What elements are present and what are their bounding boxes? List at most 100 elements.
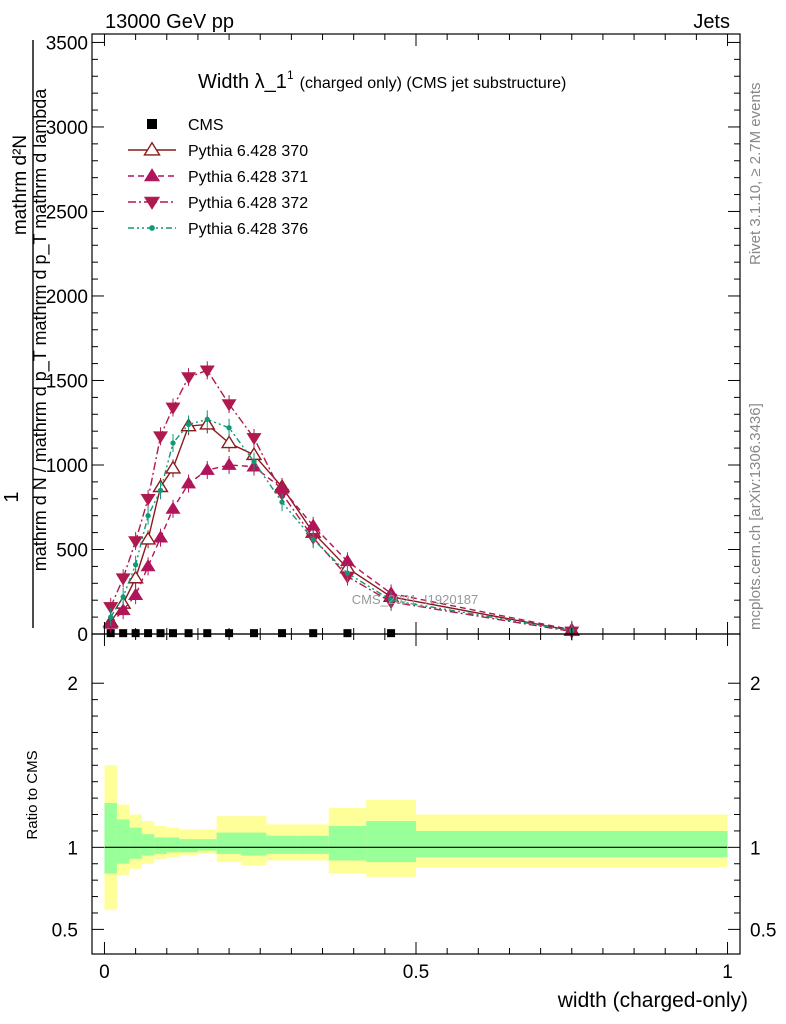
data-point: [204, 416, 210, 422]
legend-entry-4: Pythia 6.428 376: [128, 221, 308, 238]
series-4: [108, 410, 575, 640]
main-title-sup: 1: [287, 68, 294, 82]
series-line: [110, 369, 572, 633]
x-tick-label: 1: [722, 962, 733, 983]
series-1: [102, 415, 580, 640]
rivet-label: Rivet 3.1.10, ≥ 2.7M events: [747, 83, 764, 266]
main-title-rest: (charged only) (CMS jet substructure): [300, 75, 567, 92]
data-point: [309, 629, 318, 638]
data-point: [153, 530, 169, 543]
main-ylabel-numerator: mathrm d²N: [10, 135, 31, 235]
data-point: [169, 629, 177, 638]
main-ylabel: 1 mathrm d²N mathrm d N / mathrm d p_T m…: [1, 40, 51, 628]
data-point: [226, 425, 232, 431]
main-ylabel-prefix: 1: [1, 491, 23, 502]
data-point: [344, 570, 351, 576]
main-title-text: Width λ_1: [198, 71, 287, 93]
data-point: [181, 476, 197, 489]
data-point: [199, 365, 215, 378]
ratio-inner-band: [141, 834, 155, 856]
ratio-y-tick-label-right: 0.5: [750, 920, 776, 941]
main-y-tick-label: 3500: [46, 33, 88, 54]
legend-entry-0: CMS: [147, 117, 224, 134]
data-point: [132, 562, 139, 568]
legend-marker: [143, 196, 161, 210]
data-point: [119, 629, 128, 638]
data-point: [185, 421, 192, 428]
x-tick-label: 0: [99, 962, 110, 983]
ratio-inner-band: [197, 839, 217, 851]
data-point: [156, 629, 165, 638]
legend-entry-1: Pythia 6.428 370: [128, 141, 308, 160]
header-left: 13000 GeV pp: [105, 11, 234, 33]
data-point: [140, 559, 156, 572]
data-point: [139, 531, 157, 545]
x-tick-label: 0.5: [403, 962, 429, 983]
data-point: [251, 458, 257, 465]
data-point: [343, 629, 352, 638]
legend-marker: [149, 225, 155, 231]
ratio-inner-band: [366, 821, 416, 863]
ratio-inner-band: [104, 803, 117, 874]
data-point: [140, 493, 156, 507]
ratio-inner-band: [116, 819, 130, 864]
legend-label: Pythia 6.428 370: [188, 143, 308, 160]
data-point: [278, 629, 287, 638]
mcplots-label: mcplots.cern.ch [arXiv:1306.3436]: [747, 403, 764, 630]
data-point: [115, 603, 131, 616]
ratio-frame: [91, 633, 741, 955]
data-point: [250, 629, 258, 638]
x-axis-label: width (charged-only): [557, 989, 748, 1012]
data-point: [199, 462, 215, 475]
data-point: [164, 460, 182, 474]
ratio-ylabel: Ratio to CMS: [24, 750, 41, 839]
data-point: [221, 457, 237, 470]
legend-label: Pythia 6.428 376: [188, 221, 308, 238]
legend-entry-2: Pythia 6.428 371: [128, 168, 308, 186]
data-point: [108, 614, 114, 620]
data-point: [128, 587, 144, 600]
series-3: [103, 361, 580, 641]
series-0: [106, 629, 396, 638]
ratio-inner-band: [328, 826, 367, 861]
data-point: [165, 402, 181, 415]
ratio-y-tick-label: 1: [67, 838, 78, 859]
legend-entry-3: Pythia 6.428 372: [128, 195, 308, 212]
data-point: [203, 629, 212, 638]
series-2: [103, 455, 580, 639]
ratio-inner-band: [179, 839, 198, 853]
data-point: [153, 431, 169, 444]
main-y-tick-label: 0: [77, 625, 88, 646]
legend-label: Pythia 6.428 371: [188, 169, 308, 186]
ratio-inner-band: [416, 830, 728, 858]
data-point: [157, 487, 164, 493]
data-point: [387, 629, 396, 638]
main-title: Width λ_11 (charged only) (CMS jet substr…: [198, 68, 566, 93]
legend-marker: [147, 119, 157, 129]
ratio-inner-band: [297, 835, 329, 854]
data-point: [115, 573, 131, 586]
data-point: [220, 434, 238, 449]
main-watermark: CMS_2021_I1920187: [352, 592, 479, 607]
series-line: [110, 464, 572, 631]
data-point: [128, 536, 144, 549]
main-panel: 0 500 1000 1500 2000 2500 3000 3500 CMS_2021_I1…: [1, 33, 741, 646]
ratio-inner-band: [129, 827, 142, 859]
main-y-tick-label: 1000: [46, 456, 88, 477]
ratio-inner-band: [241, 832, 267, 856]
ratio-inner-band: [154, 837, 167, 854]
data-point: [103, 602, 119, 615]
legend-marker: [143, 168, 161, 182]
main-y-tick-label: 1500: [46, 371, 88, 392]
data-point: [170, 440, 176, 446]
main-y-tick-label: 500: [56, 540, 88, 561]
data-point: [120, 594, 126, 600]
data-point: [221, 399, 237, 412]
data-point: [145, 513, 151, 519]
data-point: [127, 570, 144, 584]
data-point: [184, 629, 193, 638]
data-point: [144, 629, 153, 638]
data-point: [246, 433, 262, 446]
ratio-y-tick-label: 2: [67, 674, 78, 695]
